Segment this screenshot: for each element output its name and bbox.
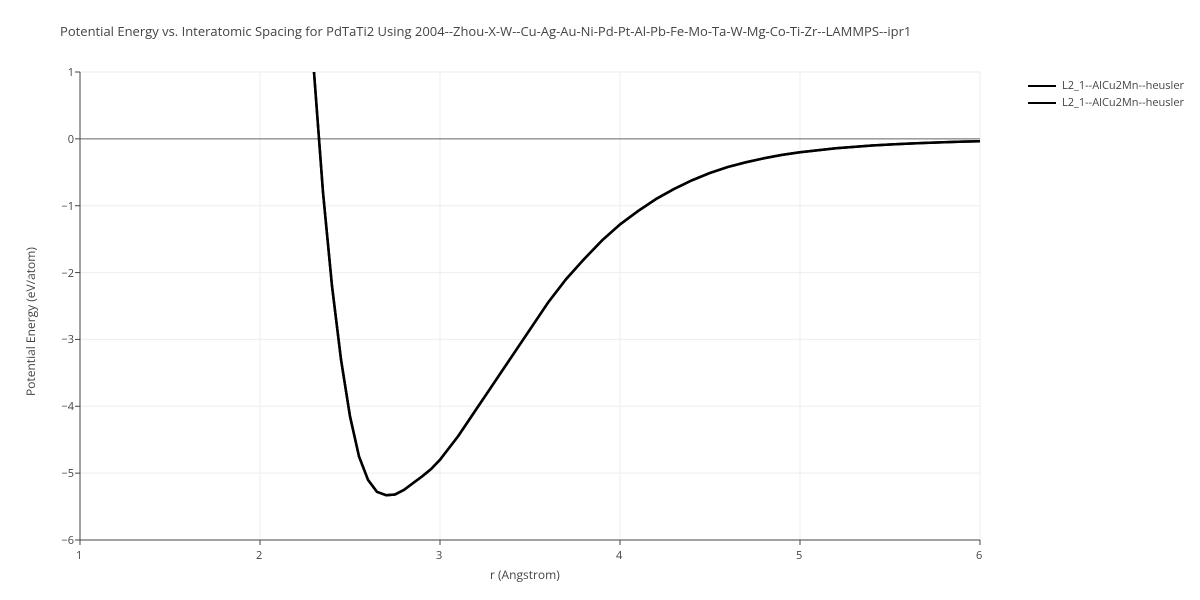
legend: L2_1--AlCu2Mn--heusler L2_1--AlCu2Mn--heu… (1028, 78, 1184, 110)
axes (75, 72, 980, 545)
y-tick-label: −3 (46, 332, 74, 347)
legend-swatch (1028, 102, 1056, 104)
series-line-1 (296, 0, 980, 495)
legend-item-1[interactable]: L2_1--AlCu2Mn--heusler (1028, 95, 1184, 110)
x-tick-label: 6 (976, 548, 982, 563)
y-tick-label: −2 (46, 266, 74, 281)
x-tick-label: 2 (256, 548, 262, 563)
series-group (296, 0, 980, 495)
x-axis-label: r (Angstrom) (490, 566, 560, 583)
legend-swatch (1028, 85, 1056, 87)
chart-title: Potential Energy vs. Interatomic Spacing… (60, 22, 911, 40)
gridlines (80, 72, 980, 540)
x-tick-label: 1 (76, 548, 82, 563)
x-tick-label: 3 (436, 548, 442, 563)
x-tick-label: 4 (616, 548, 622, 563)
plot-area (80, 72, 980, 540)
series-line-0 (296, 0, 980, 495)
legend-label: L2_1--AlCu2Mn--heusler (1062, 78, 1184, 93)
y-tick-label: −6 (46, 533, 74, 548)
y-tick-label: 1 (46, 65, 74, 80)
y-tick-label: −1 (46, 199, 74, 214)
chart-container: Potential Energy vs. Interatomic Spacing… (0, 0, 1200, 600)
y-tick-label: −5 (46, 466, 74, 481)
y-axis-label: Potential Energy (eV/atom) (22, 247, 39, 396)
legend-item-0[interactable]: L2_1--AlCu2Mn--heusler (1028, 78, 1184, 93)
y-tick-label: −4 (46, 399, 74, 414)
y-tick-label: 0 (46, 132, 74, 147)
legend-label: L2_1--AlCu2Mn--heusler (1062, 95, 1184, 110)
x-tick-label: 5 (796, 548, 802, 563)
